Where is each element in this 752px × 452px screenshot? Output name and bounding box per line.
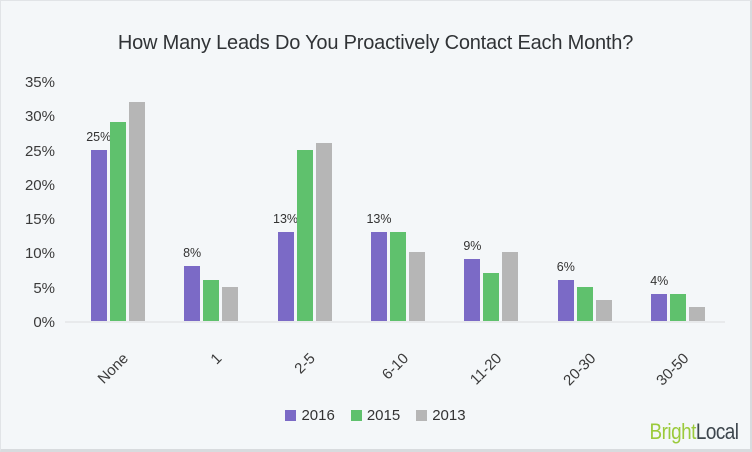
bar-2016-11-20: 9% xyxy=(463,239,481,321)
legend-item-2015: 2015 xyxy=(350,407,401,424)
bar-value-label: 13% xyxy=(273,211,299,226)
y-axis-label: 20% xyxy=(24,176,55,194)
bar-group-20-30: 6% xyxy=(538,81,631,321)
bar-group-1: 8% xyxy=(164,81,257,321)
bar-group-2-5: 13% xyxy=(258,81,351,321)
bar-value-label: 9% xyxy=(463,239,482,254)
brand-logo-part1: Bright xyxy=(649,419,696,444)
x-axis-label: 30-50 xyxy=(653,350,693,390)
bar-group-30-50: 4% xyxy=(632,81,725,321)
bar-group-11-20: 9% xyxy=(445,81,538,321)
bar-value-label: 6% xyxy=(556,259,575,274)
x-axis-label: 2-5 xyxy=(291,350,319,378)
y-axis-label: 25% xyxy=(24,142,55,160)
bar-2013-none xyxy=(128,101,145,321)
y-axis-label: 10% xyxy=(24,245,55,263)
bar-2013-1 xyxy=(222,286,239,321)
bar-2013-11-20 xyxy=(502,252,519,321)
bar-2013-30-50 xyxy=(689,307,706,321)
bar-2015-11-20 xyxy=(483,273,500,321)
bar-2016-20-30: 6% xyxy=(557,260,575,321)
bar-2015-20-30 xyxy=(576,286,593,321)
bar-value-label: 8% xyxy=(183,246,202,261)
x-axis-label: 6-10 xyxy=(378,350,413,384)
y-axis-label: 35% xyxy=(24,74,55,91)
brand-logo-part2: Local xyxy=(695,419,738,444)
bar-2016-2-5: 13% xyxy=(273,212,298,321)
legend-label: 2013 xyxy=(432,407,466,424)
y-axis-label: 5% xyxy=(33,279,55,297)
y-axis: 0% 5% 10% 15% 20% 25% 30% 35% xyxy=(15,1,55,449)
bar-2015-30-50 xyxy=(670,293,687,321)
legend-label: 2015 xyxy=(366,407,401,424)
legend-swatch-icon xyxy=(285,410,297,421)
bar-group-6-10: 13% xyxy=(351,81,444,321)
bar-value-label: 13% xyxy=(366,211,392,226)
x-axis: None 1 2-5 6-10 11-20 20-30 30-50 xyxy=(71,321,725,403)
chart-title: How Many Leads Do You Proactively Contac… xyxy=(117,32,634,54)
bar-group-none: 25% xyxy=(71,81,164,321)
legend: 2016 2015 2013 xyxy=(1,407,750,424)
x-axis-label: 11-20 xyxy=(467,350,506,389)
legend-swatch-icon xyxy=(416,410,428,421)
legend-label: 2016 xyxy=(301,407,335,424)
x-axis-label: 20-30 xyxy=(559,350,599,390)
bar-2016-30-50: 4% xyxy=(650,274,668,321)
x-axis-label: 1 xyxy=(207,350,226,368)
y-axis-label: 30% xyxy=(24,108,55,126)
brand-logo: BrightLocal xyxy=(649,419,739,444)
bar-2015-6-10 xyxy=(389,231,406,321)
x-axis-line xyxy=(65,321,725,323)
legend-item-2013: 2013 xyxy=(416,407,466,424)
x-axis-label: None xyxy=(94,350,132,388)
plot-area: 25% 8% 13% 13% 9% 6% 4% xyxy=(71,81,725,321)
bar-2016-none: 25% xyxy=(86,130,111,321)
legend-swatch-icon xyxy=(350,410,362,421)
bar-2016-6-10: 13% xyxy=(366,212,391,321)
bar-2013-6-10 xyxy=(408,252,425,321)
bar-2015-2-5 xyxy=(296,149,313,321)
bar-2015-1 xyxy=(203,279,220,321)
legend-item-2016: 2016 xyxy=(285,407,335,424)
y-axis-label: 0% xyxy=(33,314,55,331)
y-axis-label: 15% xyxy=(24,211,55,229)
bar-2013-20-30 xyxy=(595,300,612,321)
bar-2016-1: 8% xyxy=(183,246,201,321)
bar-2013-2-5 xyxy=(315,142,332,321)
bar-value-label: 4% xyxy=(650,273,669,288)
bar-2015-none xyxy=(109,122,126,321)
bar-value-label: 25% xyxy=(86,129,112,144)
